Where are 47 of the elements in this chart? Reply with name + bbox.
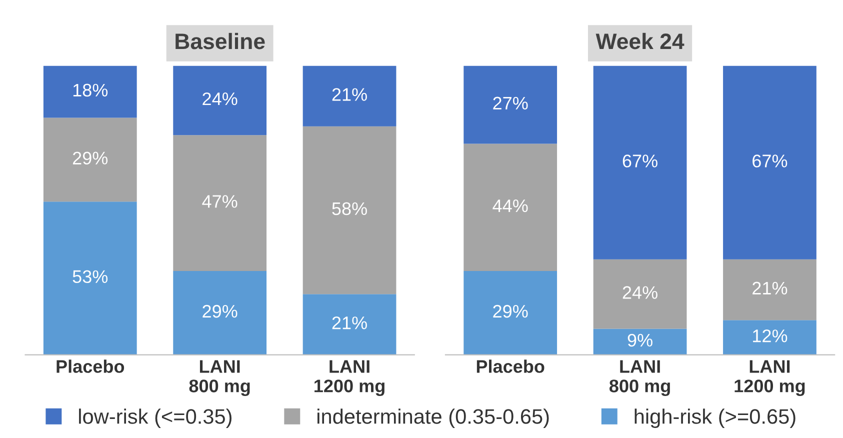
data-label: 18% bbox=[73, 84, 108, 97]
x-tick-label: LANI 1200 mg bbox=[314, 360, 384, 396]
data-label: 24% bbox=[202, 92, 238, 106]
bar bbox=[43, 118, 137, 202]
data-label: 27% bbox=[493, 96, 528, 110]
data-label: 21% bbox=[332, 316, 367, 330]
chart-title: Week 24 bbox=[596, 32, 684, 50]
data-label: 58% bbox=[332, 202, 367, 216]
bar bbox=[464, 270, 558, 355]
data-label: 47% bbox=[202, 195, 238, 208]
bar bbox=[302, 294, 396, 355]
data-label: 67% bbox=[622, 154, 658, 168]
bar bbox=[302, 66, 396, 126]
chart-title: Baseline bbox=[176, 32, 265, 50]
data-label: 24% bbox=[622, 286, 658, 299]
data-label: 53% bbox=[72, 270, 108, 284]
x-tick-label: LANI 800 mg bbox=[609, 360, 670, 396]
data-label: 12% bbox=[753, 329, 788, 342]
bar bbox=[43, 202, 137, 355]
bar bbox=[723, 259, 816, 320]
bar bbox=[302, 126, 396, 294]
legend-label: high-risk (>=0.65) bbox=[634, 408, 796, 428]
bar bbox=[173, 270, 267, 355]
bar bbox=[173, 135, 267, 271]
data-label: 29% bbox=[72, 152, 108, 164]
bar bbox=[173, 66, 267, 136]
data-label: 21% bbox=[752, 282, 788, 295]
x-tick-label: LANI 1200 mg bbox=[734, 360, 805, 396]
x-tick-label: Placebo bbox=[56, 360, 124, 373]
bar bbox=[464, 66, 558, 144]
data-label: 67% bbox=[752, 154, 788, 168]
legend-label: low-risk (<=0.35) bbox=[79, 408, 232, 428]
legend-label: indeterminate (0.35-0.65) bbox=[318, 408, 549, 428]
data-label: 21% bbox=[332, 88, 367, 101]
bar bbox=[593, 328, 687, 355]
data-label: 44% bbox=[492, 199, 528, 212]
bar bbox=[593, 259, 687, 329]
bar bbox=[723, 320, 816, 355]
data-label: 9% bbox=[628, 334, 652, 347]
bar bbox=[43, 66, 137, 118]
bar bbox=[593, 66, 687, 260]
bar bbox=[723, 66, 816, 260]
x-tick-label: Placebo bbox=[476, 360, 544, 373]
x-tick-label: LANI 800 mg bbox=[189, 360, 250, 396]
data-label: 29% bbox=[202, 304, 238, 318]
bar bbox=[464, 144, 558, 271]
data-label: 29% bbox=[493, 304, 528, 318]
